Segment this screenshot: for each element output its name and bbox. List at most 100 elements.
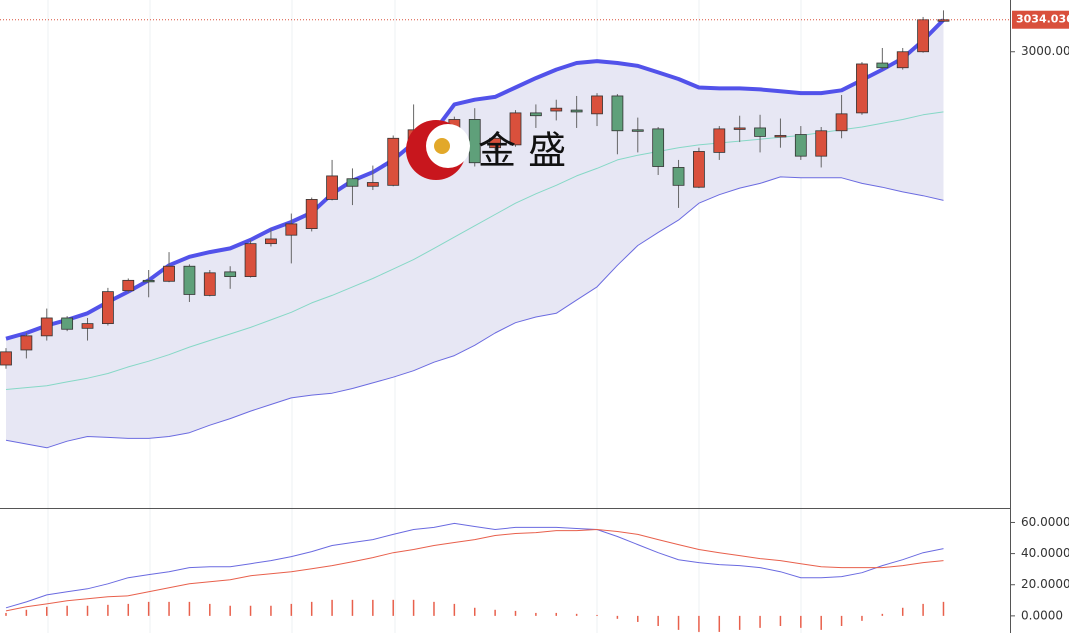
- y-tick-label: 40.0000: [1021, 546, 1069, 560]
- histogram-bar: [351, 599, 354, 616]
- candle-body: [61, 317, 74, 330]
- histogram-bar: [800, 615, 802, 628]
- y-tick-label: 3000.00: [1021, 44, 1069, 58]
- y-tick-label: 60.0000: [1021, 515, 1069, 529]
- histogram-bar: [840, 615, 843, 626]
- candle-body: [122, 279, 135, 292]
- candle-body: [672, 167, 685, 186]
- candle-body: [917, 19, 929, 53]
- candle-body: [652, 128, 665, 167]
- histogram-bar: [616, 615, 619, 619]
- histogram-bar: [514, 610, 517, 616]
- y-tick-label: 0.0000: [1021, 608, 1063, 622]
- candle-body: [794, 134, 807, 157]
- histogram-bar: [779, 615, 782, 626]
- candle-body: [346, 178, 359, 187]
- watermark-logo: 金 盛: [406, 120, 566, 180]
- candle-body: [529, 112, 542, 117]
- histogram-bar: [494, 609, 496, 616]
- candle-body: [0, 351, 12, 366]
- histogram-bar: [66, 605, 68, 616]
- histogram-bar: [575, 613, 578, 616]
- histogram-bar: [188, 601, 191, 616]
- candle-body: [102, 291, 114, 325]
- candle-body: [20, 335, 33, 351]
- band-line: [5, 111, 944, 390]
- candle-body: [591, 95, 603, 115]
- histogram-bar: [86, 605, 89, 616]
- histogram-bar: [738, 615, 741, 630]
- candle-body: [937, 19, 950, 22]
- candle-body: [774, 135, 787, 138]
- histogram-bar: [412, 599, 415, 616]
- candle-body: [366, 182, 379, 187]
- histogram-bar: [229, 605, 231, 616]
- histogram-bar: [392, 599, 394, 616]
- candle-body: [81, 323, 94, 329]
- candle-body: [550, 107, 563, 112]
- histogram-bar: [677, 615, 680, 630]
- histogram-bar: [657, 615, 659, 626]
- candle-body: [815, 130, 828, 157]
- histogram-bar: [881, 613, 884, 616]
- candle-body: [856, 63, 868, 114]
- histogram-bar: [861, 615, 863, 621]
- candle-body: [489, 137, 502, 149]
- histogram-bar: [127, 603, 130, 616]
- candle-body: [224, 271, 237, 277]
- histogram-bar: [25, 609, 28, 616]
- band-line: [5, 176, 944, 449]
- histogram-bar: [310, 601, 313, 616]
- histogram-bar: [270, 605, 272, 616]
- candle-body: [509, 112, 522, 146]
- histogram-bar: [168, 601, 170, 616]
- histogram-bar: [107, 604, 109, 616]
- candle-body: [387, 137, 400, 186]
- candle-body: [570, 109, 583, 113]
- histogram-bar: [290, 603, 293, 616]
- candle-body: [896, 51, 909, 69]
- band-line: [5, 18, 945, 341]
- histogram-bar: [147, 601, 150, 616]
- candle-body: [40, 317, 53, 337]
- last-price-box: [1012, 10, 1069, 29]
- histogram-bar: [433, 601, 435, 616]
- candle-body: [733, 127, 746, 130]
- histogram-bar: [922, 603, 924, 616]
- histogram-bar: [759, 615, 761, 628]
- histogram-bar: [453, 603, 456, 616]
- candle-body: [265, 238, 277, 245]
- histogram-bar: [249, 605, 252, 616]
- candle-body: [326, 175, 338, 200]
- histogram-bar: [372, 599, 374, 616]
- histogram-bar: [942, 601, 945, 616]
- histogram-bar: [901, 607, 904, 616]
- candle-body: [285, 223, 298, 236]
- histogram-bar: [718, 615, 721, 632]
- candle-body: [183, 265, 196, 295]
- y-tick-label: 20.0000: [1021, 577, 1069, 591]
- histogram-bar: [5, 612, 7, 616]
- logo-coin: [434, 138, 450, 154]
- candle-body: [244, 243, 257, 277]
- histogram-bar: [331, 599, 333, 616]
- histogram-bar: [209, 603, 211, 616]
- candle-body: [835, 113, 848, 132]
- candle-body: [754, 127, 766, 137]
- candle-body: [631, 129, 644, 132]
- candle-body: [611, 95, 624, 132]
- macd-line: [5, 522, 944, 609]
- histogram-bar: [820, 615, 822, 630]
- candle-body: [713, 128, 726, 153]
- histogram-bar: [555, 612, 558, 616]
- candle-body: [142, 279, 155, 283]
- watermark-text: 金 盛: [478, 129, 566, 173]
- candle-body: [305, 199, 318, 230]
- histogram-bar: [473, 607, 476, 616]
- histogram-bar: [46, 606, 48, 616]
- macd-line: [5, 528, 944, 612]
- histogram-bar: [698, 615, 700, 632]
- candle-body: [163, 265, 175, 282]
